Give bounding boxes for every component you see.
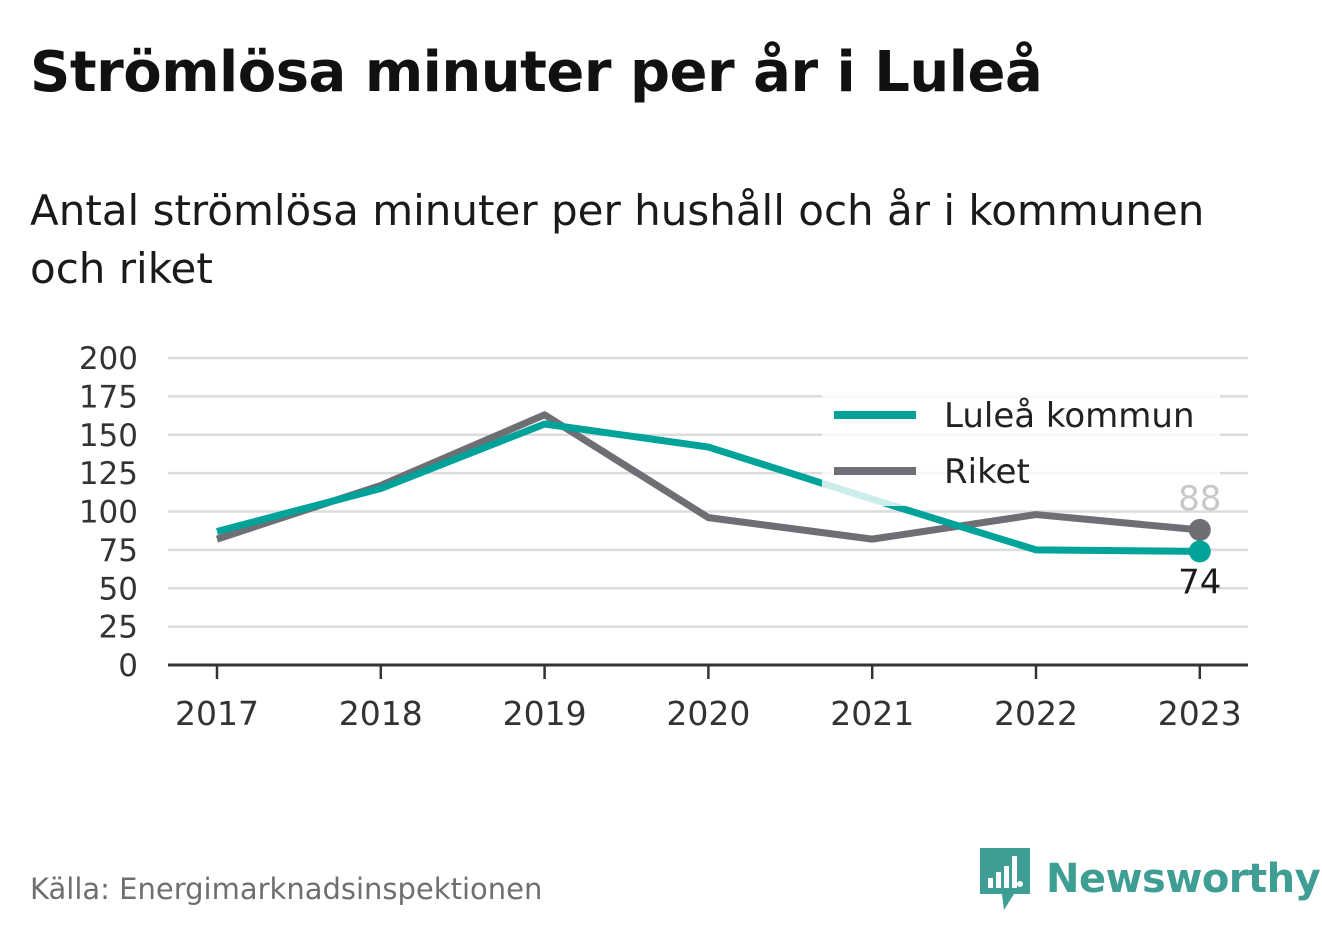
series-lulea [216,420,1211,563]
brand-name: Newsworthy [1046,856,1321,902]
y-tick-label: 200 [79,341,138,377]
brand-logo: Newsworthy [980,848,1321,910]
end-point-lulea [1188,540,1211,563]
y-tick-label: 50 [99,571,138,607]
end-labels: 88 74 [1178,479,1221,602]
y-tick-label: 175 [79,379,138,415]
y-tick-label: 25 [99,610,138,646]
chart-title: Strömlösa minuter per år i Luleå [30,40,1043,105]
x-tick-label: 2018 [339,694,423,733]
y-tick-label: 100 [79,495,138,531]
legend-background [822,386,1220,506]
x-tick-label: 2020 [666,694,750,733]
y-tick-label: 125 [79,456,138,492]
x-tick-label: 2019 [503,694,587,733]
x-axis: 2017 2018 2019 2020 2021 2022 2023 [168,663,1248,733]
y-tick-label: 150 [79,418,138,454]
end-label-lulea: 74 [1178,562,1221,602]
y-tick-label: 0 [118,648,138,684]
newsworthy-logo-icon [980,848,1030,910]
legend: Luleå kommun Riket [822,386,1220,506]
legend-label-riket: Riket [944,452,1030,492]
x-tick-label: 2022 [994,694,1078,733]
legend-label-lulea: Luleå kommun [944,396,1195,436]
series-line-lulea [216,420,1200,555]
x-tick-label: 2017 [175,694,259,733]
chart-subtitle: Antal strömlösa minuter per hushåll och … [30,186,1205,293]
x-tick-label: 2023 [1158,694,1242,733]
source-note: Källa: Energimarknadsinspektionen [30,872,543,906]
end-label-riket: 88 [1178,479,1221,519]
x-tick-label: 2021 [830,694,914,733]
y-tick-label: 75 [99,533,138,569]
end-point-riket [1188,518,1211,541]
